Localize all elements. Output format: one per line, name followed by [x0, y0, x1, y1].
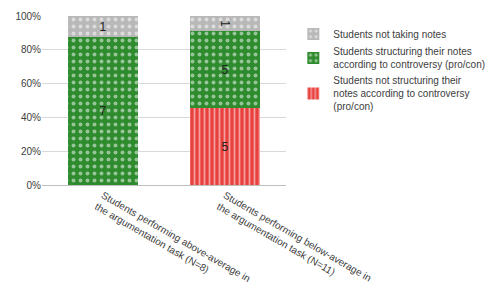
svg-text:Students performing below-aver: Students performing below-average inthe … — [215, 190, 373, 295]
svg-text:80%: 80% — [21, 44, 41, 55]
svg-text:1: 1 — [100, 20, 107, 34]
svg-text:5: 5 — [222, 63, 229, 77]
svg-text:7: 7 — [100, 104, 107, 118]
svg-text:5: 5 — [222, 140, 229, 154]
svg-text:Students not structuring their: Students not structuring theirnotes acco… — [333, 75, 469, 112]
svg-text:100%: 100% — [15, 11, 41, 22]
svg-text:40%: 40% — [21, 112, 41, 123]
svg-text:0%: 0% — [27, 180, 42, 191]
svg-text:1: 1 — [218, 20, 232, 27]
svg-text:Students performing above-aver: Students performing above-average inthe … — [93, 190, 252, 296]
svg-text:Students not taking notes: Students not taking notes — [333, 29, 446, 40]
svg-text:60%: 60% — [21, 78, 41, 89]
svg-text:20%: 20% — [21, 146, 41, 157]
svg-text:Students structuring their not: Students structuring their notesaccordin… — [333, 46, 485, 70]
